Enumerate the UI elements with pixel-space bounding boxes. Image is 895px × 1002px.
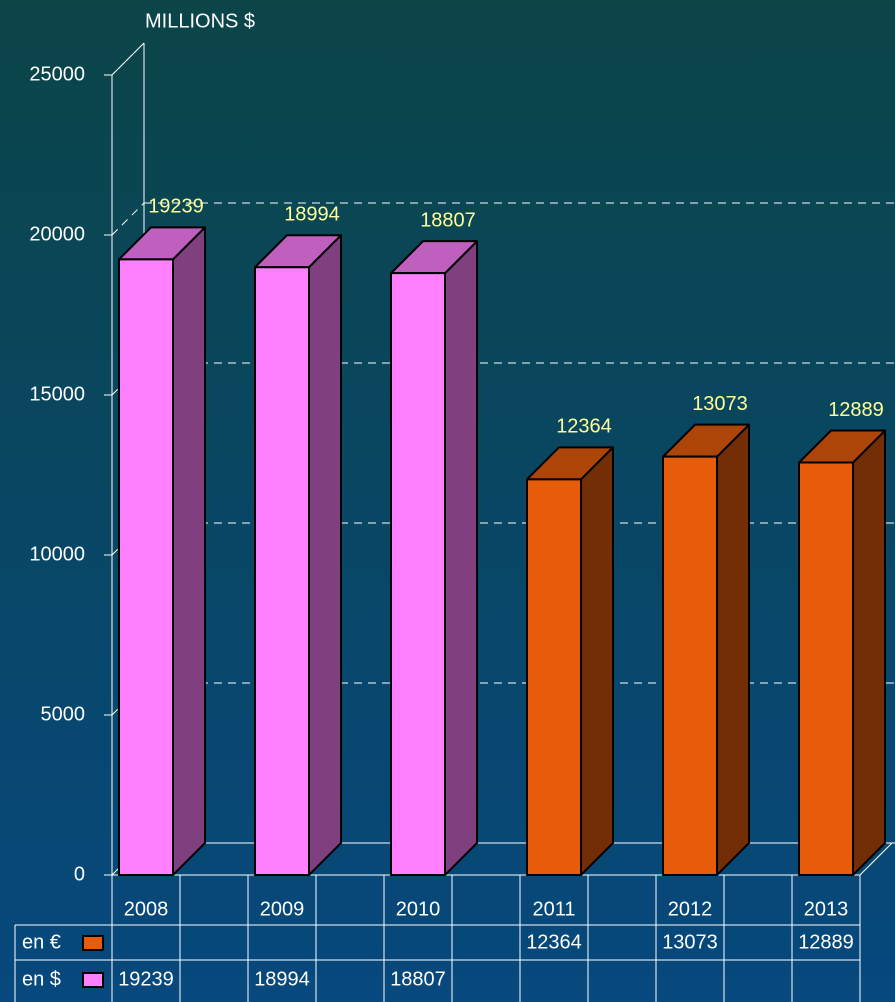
data-label: 12889 [828,399,884,421]
table-value: 12889 [798,931,854,953]
bar [390,272,446,876]
bar-side [308,234,342,876]
bar-side [444,240,478,876]
bar [118,258,174,876]
y-tick-label: 20000 [29,223,85,245]
data-label: 12364 [556,416,612,438]
table-value: 18807 [390,968,446,990]
x-tick-label: 2010 [396,898,441,920]
y-tick-label: 10000 [29,543,85,565]
bar-side [172,226,206,876]
table-value: 12364 [526,931,582,953]
floor-right-edge [859,842,893,876]
bar-side [580,446,614,876]
y-tick-label: 25000 [29,63,85,85]
grid-line [111,522,145,556]
bar [254,266,310,876]
data-label: 18994 [284,203,340,225]
y-tick-label: 0 [74,863,85,885]
x-tick-label: 2009 [260,898,305,920]
y-tick-label: 15000 [29,383,85,405]
bar [662,455,718,876]
grid-line [111,202,145,236]
table-value: 13073 [662,931,718,953]
grid-line [111,682,145,716]
y-tick-label: 5000 [41,703,86,725]
data-label: 13073 [692,393,748,415]
wall-top-edge [111,42,145,76]
x-tick-label: 2011 [532,898,575,920]
legend-label: en $ [22,968,61,990]
legend-swatch [82,972,104,988]
bar-side [852,429,886,876]
chart-title: MILLIONS $ [145,10,255,32]
bar [798,461,854,876]
legend-label: en € [22,931,61,953]
data-label: 19239 [148,196,204,218]
table-value: 19239 [118,968,174,990]
x-tick-label: 2012 [668,898,713,920]
x-tick-label: 2008 [124,898,169,920]
bar-side [716,423,750,876]
grid-line [111,362,145,396]
table-value: 18994 [254,968,310,990]
legend-swatch [82,935,104,951]
bar [526,478,582,876]
data-label: 18807 [420,209,476,231]
x-tick-label: 2013 [804,898,849,920]
